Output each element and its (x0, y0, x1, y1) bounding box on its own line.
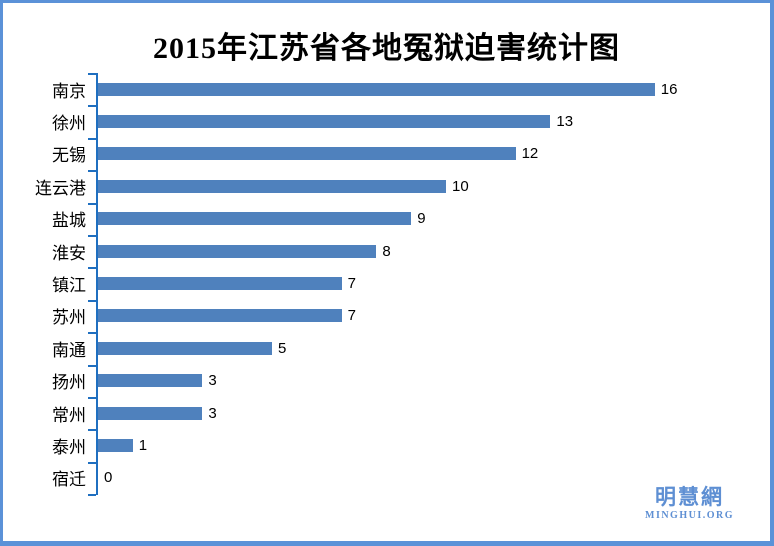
bar-value-label: 5 (278, 339, 287, 357)
bar-value-label: 10 (452, 177, 469, 195)
chart-title: 2015年江苏省各地冤狱迫害统计图 (153, 32, 620, 65)
axis-tick (88, 397, 96, 399)
watermark-cjk-text: 明慧網 (655, 485, 724, 510)
bar-value-label: 9 (417, 210, 426, 228)
bar (98, 374, 203, 388)
axis-tick (88, 429, 96, 432)
category-label: 宿迁 (52, 470, 86, 490)
bar-row: 3 (98, 365, 770, 397)
bar (98, 212, 412, 226)
axis-tick (88, 235, 96, 237)
bar-row: 10 (98, 170, 770, 202)
bar (98, 115, 551, 129)
bar-row: 7 (98, 267, 770, 299)
bar-row: 12 (98, 138, 770, 170)
bar-value-label: 12 (521, 145, 539, 163)
axis-tick (88, 73, 96, 75)
category-label: 徐州 (52, 114, 86, 134)
bar (98, 244, 377, 258)
bar-row: 7 (98, 300, 770, 332)
bar-value-label: 7 (347, 275, 356, 293)
bar-row: 3 (98, 397, 770, 429)
bar-row: 16 (98, 73, 770, 105)
y-axis-line (96, 73, 98, 495)
bar-row: 0 (98, 462, 770, 494)
bar (98, 341, 272, 355)
bar-row: 5 (98, 332, 770, 364)
axis-tick (88, 494, 96, 497)
bar (98, 277, 342, 291)
bar-value-label: 3 (208, 372, 217, 390)
bars-area: 16 13 12 10 9 8 7 7 5 3 3 1 0 (98, 73, 770, 494)
category-label: 南京 (52, 81, 86, 101)
category-label: 镇江 (52, 276, 86, 296)
watermark-latin-text: MINGHUI.ORG (645, 509, 734, 521)
plot-area: 南京 徐州 无锡 连云港 盐城 淮安 镇江 苏州 南通 扬州 常州 泰州 宿迁 16 13 12 10 9 8 7 7… (3, 73, 770, 497)
bar-value-label: 0 (104, 469, 113, 487)
axis-tick (88, 364, 96, 367)
bar-row: 8 (98, 235, 770, 267)
category-label: 扬州 (52, 373, 86, 393)
category-label: 南通 (52, 340, 86, 360)
axis-tick (88, 170, 96, 173)
axis-tick (88, 299, 96, 302)
bar-value-label: 3 (208, 404, 217, 422)
bar (98, 147, 516, 161)
bar (98, 309, 342, 323)
bar-value-label: 8 (382, 242, 391, 260)
axis-tick (88, 137, 96, 140)
watermark: 明慧網 MINGHUI.ORG (645, 486, 734, 521)
bar (98, 406, 203, 420)
category-label: 无锡 (52, 146, 86, 166)
bar-value-label: 13 (556, 113, 574, 131)
axis-tick (88, 332, 96, 335)
bar-value-label: 7 (347, 307, 356, 325)
category-label: 淮安 (52, 243, 86, 263)
category-label: 苏州 (52, 308, 86, 328)
bar-value-label: 16 (660, 80, 678, 98)
bar-row: 9 (98, 203, 770, 235)
bar (98, 438, 133, 452)
category-label: 常州 (52, 405, 86, 425)
bar-row: 13 (98, 105, 770, 137)
category-label: 连云港 (35, 178, 86, 198)
axis-tick (88, 267, 96, 270)
bar (98, 82, 655, 96)
axis-tick (88, 105, 96, 108)
bar (98, 179, 446, 193)
axis-tick (88, 461, 96, 464)
bar-value-label: 1 (138, 436, 148, 454)
axis-tick (88, 202, 96, 205)
category-axis-labels: 南京徐州无锡连云港盐城淮安镇江苏州南通扬州常州泰州宿迁 (3, 73, 86, 494)
bar-row: 1 (98, 429, 770, 461)
category-label: 盐城 (52, 211, 86, 231)
category-label: 泰州 (52, 437, 86, 457)
